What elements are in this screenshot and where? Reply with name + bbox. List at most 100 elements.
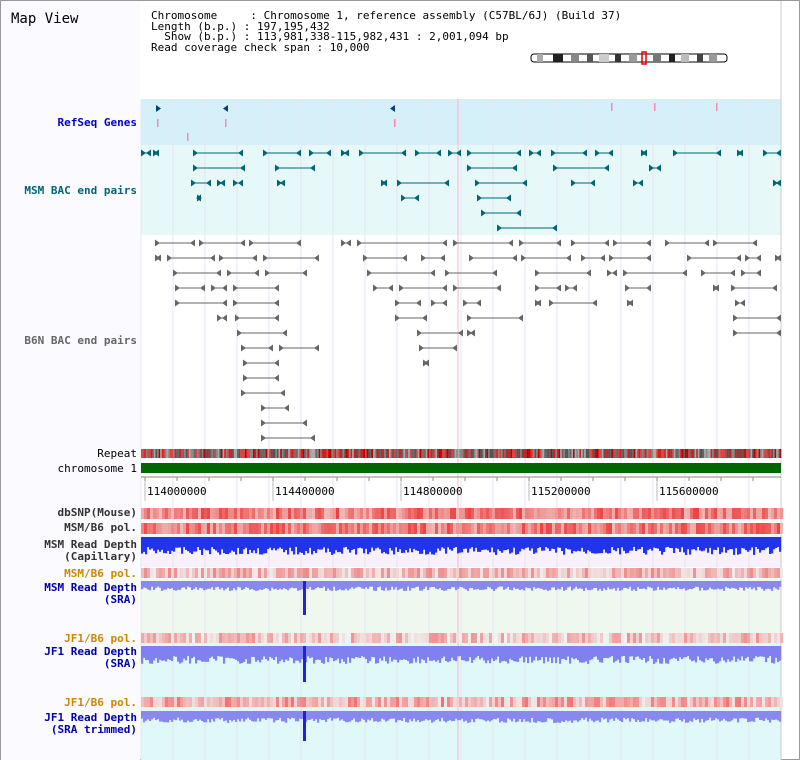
track-label-refseq: RefSeq Genes: [57, 116, 137, 129]
msm-bac-pair-end: [193, 164, 198, 172]
b6n-bac-pair-end: [701, 269, 706, 277]
b6n-bac-pair-end: [282, 329, 287, 337]
gene-mark: [157, 119, 159, 127]
b6n-bac-pair-end: [263, 254, 268, 262]
msm-bac-pair-end: [633, 179, 638, 187]
b6n-bac-pair-end: [714, 284, 719, 292]
gene-mark: [654, 103, 656, 111]
b6n-bac-pair-end: [518, 314, 523, 322]
msm-bac-pair-end: [415, 149, 420, 157]
track-label-msm_bac: MSM BAC end pairs: [24, 184, 137, 197]
b6n-bac-pair-end: [512, 254, 517, 262]
b6n-bac-pair-end: [268, 344, 273, 352]
b6n-bac-pair-end: [452, 344, 457, 352]
b6n-bac-pair-end: [302, 269, 307, 277]
b6n-bac-pair-end: [243, 374, 248, 382]
b6n-bac-pair-end: [730, 269, 735, 277]
msm-bac-pair-end: [776, 149, 781, 157]
b6n-bac-pair-end: [424, 359, 429, 367]
b6n-bac-pair-end: [571, 239, 576, 247]
msm-bac-pair-end: [238, 179, 243, 187]
refseq-genes-track[interactable]: [156, 103, 718, 141]
msm-bac-pair-end: [642, 149, 647, 157]
b6n-bac-pair-end: [736, 254, 741, 262]
depth-spike: [303, 646, 306, 682]
gene-mark: [716, 103, 718, 111]
b6n-bac-pair-end: [612, 269, 617, 277]
page-title: Map View: [11, 11, 79, 27]
b6n-bac-pair-end: [249, 239, 254, 247]
b6n-bac-pair-end: [373, 284, 378, 292]
msm-bac-pair-end: [512, 164, 517, 172]
msm-bac-pair-end: [275, 164, 280, 172]
msm-bac-pair-end: [571, 179, 576, 187]
msm-bac-pair-end: [773, 179, 778, 187]
b6n-bac-pair-end: [470, 329, 475, 337]
b6n-bac-pair-end: [431, 299, 436, 307]
b6n-bac-pair-end: [227, 269, 232, 277]
b6n-bac-pair-end: [173, 269, 178, 277]
b6n-bac-pair-end: [440, 254, 445, 262]
b6n-bac-pair-end: [279, 344, 284, 352]
b6n-bac-pair-end: [190, 239, 195, 247]
b6n-bac-pair-end: [776, 329, 781, 337]
b6n-bac-pair-end: [237, 329, 242, 337]
msm-bac-pair-end: [716, 149, 721, 157]
track-label-b6n_bac: B6N BAC end pairs: [24, 334, 137, 347]
msm-bac-pair-end: [397, 179, 402, 187]
msm-bac-pair-end: [448, 149, 453, 157]
b6n-bac-pair-end: [222, 299, 227, 307]
b6n-bac-pair-end: [735, 299, 740, 307]
msm-bac-pair-end: [296, 149, 301, 157]
b6n-bac-pair-end: [430, 269, 435, 277]
b6n-bac-pair-end: [233, 299, 238, 307]
b6n-bac-pair-end: [199, 239, 204, 247]
track-label-jf1_sra_trim: JF1 Read Depth (SRA trimmed): [44, 711, 137, 736]
b6n-bac-pair-end: [222, 284, 227, 292]
b6n-bac-pair-end: [254, 269, 259, 277]
b6n-bac-pair-end: [458, 329, 463, 337]
gene-arrow: [223, 105, 228, 112]
msm-bac-pair-end: [595, 149, 600, 157]
msm-bac-track[interactable]: [141, 149, 781, 232]
msm-bac-pair-end: [529, 149, 534, 157]
b6n-bac-pair-end: [733, 329, 738, 337]
b6n-bac-pair-end: [665, 239, 670, 247]
msm-bac-pair-end: [604, 164, 609, 172]
msm-bac-pair-end: [673, 149, 678, 157]
b6n-bac-pair-end: [535, 269, 540, 277]
b6n-bac-pair-end: [261, 419, 266, 427]
msm-bac-pair-end: [552, 224, 557, 232]
msm-bac-pair-end: [414, 194, 419, 202]
b6n-bac-pair-end: [310, 434, 315, 442]
msm-bac-pair-end: [506, 194, 511, 202]
msm-bac-pair-end: [326, 149, 331, 157]
b6n-bac-pair-end: [600, 254, 605, 262]
b6n-bac-pair-end: [469, 254, 474, 262]
b6n-bac-pair-end: [453, 284, 458, 292]
b6n-bac-pair-end: [175, 299, 180, 307]
b6n-bac-pair-end: [609, 254, 614, 262]
b6n-bac-pair-end: [496, 284, 501, 292]
msm-bac-pair-end: [277, 179, 282, 187]
b6n-bac-pair-end: [233, 284, 238, 292]
msm-bac-pair-end: [649, 164, 654, 172]
msm-bac-pair-end: [280, 179, 285, 187]
chromosome-ideogram[interactable]: [530, 51, 728, 65]
b6n-bac-pair-end: [646, 239, 651, 247]
b6n-bac-pair-end: [613, 239, 618, 247]
b6n-bac-pair-end: [535, 284, 540, 292]
chromosome-bar: [141, 463, 781, 473]
gene-mark: [187, 133, 189, 141]
b6n-bac-pair-end: [314, 254, 319, 262]
b6n-bac-pair-end: [536, 299, 541, 307]
b6n-bac-pair-end: [453, 239, 458, 247]
b6n-bac-pair-end: [274, 299, 279, 307]
info-coverage-span: Read coverage check span : 10,000: [151, 40, 370, 54]
gene-mark: [394, 119, 396, 127]
b6n-bac-track[interactable]: [155, 239, 781, 442]
b6n-bac-pair-end: [175, 284, 180, 292]
b6n-bac-pair-end: [646, 254, 651, 262]
msm-bac-pair-end: [516, 149, 521, 157]
